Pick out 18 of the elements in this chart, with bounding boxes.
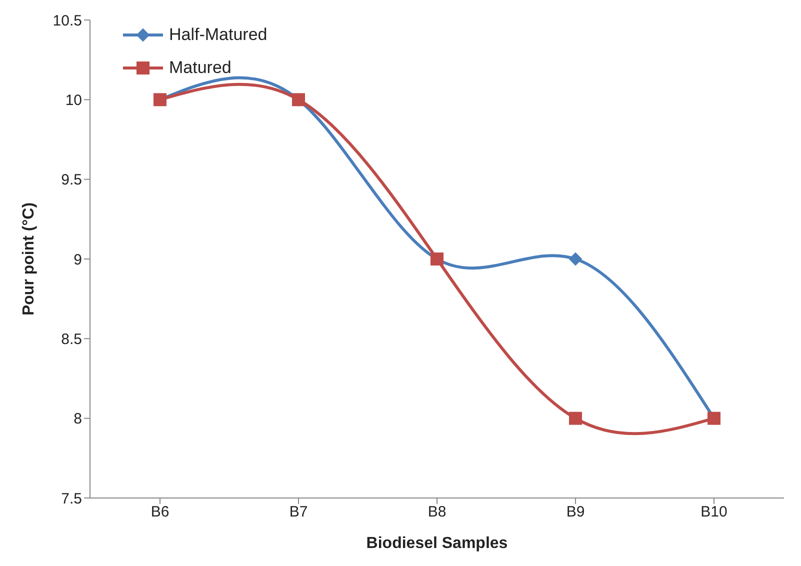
x-axis-title: Biodiesel Samples bbox=[366, 535, 508, 552]
x-tick-label: B7 bbox=[289, 504, 308, 521]
x-tick-label: B8 bbox=[428, 504, 446, 521]
legend-label: Matured bbox=[169, 58, 232, 78]
y-tick-label: 8 bbox=[74, 410, 82, 428]
legend-label: Half-Matured bbox=[169, 24, 268, 44]
y-tick-label: 7.5 bbox=[61, 490, 82, 508]
point bbox=[569, 412, 582, 425]
y-tick-label: 8.5 bbox=[61, 330, 82, 348]
y-tick-label: 9.5 bbox=[61, 172, 82, 189]
y-tick-label: 9 bbox=[74, 251, 82, 268]
y-tick-label: 10 bbox=[65, 92, 82, 109]
point bbox=[569, 252, 582, 266]
x-tick-label: B10 bbox=[700, 504, 728, 521]
y-tick-label: 10.5 bbox=[52, 12, 82, 30]
x-tick-label: B6 bbox=[150, 504, 170, 521]
y-axis-title: Pour point (°C) bbox=[20, 202, 38, 316]
x-tick-label: B9 bbox=[566, 504, 585, 521]
